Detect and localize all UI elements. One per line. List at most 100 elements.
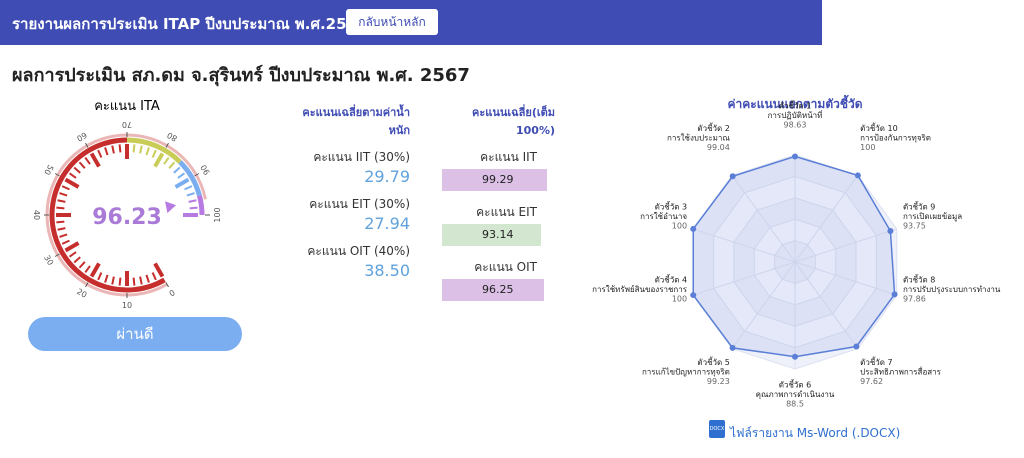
gauge-tick [194, 173, 200, 177]
gauge-tick-label: 10 [122, 301, 132, 310]
gauge-pointer [165, 201, 177, 214]
radar-desc: การป้องกันการทุจริต [860, 133, 931, 142]
gauge-minor-tick [73, 256, 81, 264]
gauge-minor-tick [111, 276, 115, 285]
radar-spoke [794, 228, 897, 263]
gauge-value: 96.23 [92, 205, 162, 230]
result-button[interactable] [28, 317, 242, 351]
full-bar [442, 224, 541, 246]
radar-value: 99.04 [707, 143, 730, 152]
radar-value: 97.62 [860, 377, 883, 386]
radar-name: ตัวชี้วัด 10 [860, 122, 898, 133]
radar-spoke [731, 261, 796, 349]
radar-point [729, 173, 736, 180]
gauge-minor-tick [189, 206, 198, 210]
gauge-minor-tick [73, 166, 81, 174]
gauge-tick-label: 60 [75, 130, 88, 143]
gauge-minor-tick [78, 261, 86, 269]
weighted-value: 27.94 [364, 214, 410, 233]
gauge-label: คะแนน ITA [94, 99, 160, 114]
gauge-tick-label: 50 [42, 163, 55, 176]
radar-point [887, 228, 894, 235]
gauge-minor-tick [68, 172, 77, 179]
gauge-minor-tick [139, 145, 143, 154]
radar-title: ค่าคะแนนแยกตามตัวชี้วัด [727, 94, 862, 111]
radar-name: ตัวชี้วัด 3 [655, 201, 687, 212]
radar-area [692, 155, 896, 358]
gauge-minor-tick [97, 149, 103, 158]
gauge-tick [85, 142, 89, 148]
gauge-minor-tick [84, 265, 91, 274]
gauge-minor-tick [151, 272, 157, 281]
gauge-tick-label: 30 [42, 254, 55, 267]
radar-point [690, 225, 697, 232]
radar-point [729, 344, 736, 351]
radar-value: 100 [672, 294, 687, 303]
download-link[interactable]: ไฟล์รายงาน Ms-Word (.DOCX) [730, 426, 901, 440]
radar-point [854, 172, 861, 179]
gauge-tick [54, 173, 60, 177]
gauge-band [126, 137, 182, 164]
gauge-minor-tick [118, 144, 122, 153]
gauge-tick [165, 282, 169, 288]
radar-desc: การแก้ไขปัญหาการทุจริต [642, 368, 730, 377]
gauge-minor-tick [89, 262, 101, 278]
radar-spoke [794, 175, 859, 263]
gauge-minor-tick [59, 192, 68, 197]
gauge-tick-label: 90 [199, 163, 212, 176]
full-value: 93.14 [482, 228, 514, 241]
gauge-minor-tick [163, 156, 170, 165]
gauge-minor-tick [56, 220, 65, 224]
gauge-minor-tick [61, 185, 70, 191]
radar-value: 99.23 [707, 377, 730, 386]
radar-desc: การใช้งบประมาณ [667, 133, 730, 142]
radar-spoke [731, 175, 796, 263]
radar-desc: การเปิดเผยข้อมูล [903, 212, 962, 222]
gauge-minor-tick [153, 262, 165, 278]
gauge-value-arc [45, 133, 207, 297]
full-bar-track: 99.29 [442, 169, 548, 191]
gauge-tick [165, 142, 169, 148]
full-label: คะแนน IIT [480, 150, 537, 164]
radar-spoke [693, 261, 796, 296]
gauge-minor-tick [57, 227, 66, 231]
gauge-minor-tick [68, 251, 77, 258]
radar-chart: ค่าคะแนนแยกตามตัวชี้วัดตัวชี้วัด 1การปฏิ… [592, 94, 1001, 409]
weighted-label: คะแนน OIT (40%) [307, 244, 410, 258]
back-button[interactable]: กลับหน้าหลัก [346, 9, 438, 35]
full-bar-track: 96.25 [442, 279, 548, 301]
radar-spoke [794, 261, 859, 349]
radar-value: 97.86 [903, 294, 926, 303]
radar-name: ตัวชี้วัด 2 [697, 122, 729, 133]
docx-icon[interactable]: DOCX [709, 420, 725, 438]
full-bar-track: 93.14 [442, 224, 548, 246]
radar-spoke [693, 228, 796, 263]
radar-value: 98.63 [784, 120, 807, 129]
gauge-minor-tick [89, 152, 101, 168]
gauge-minor-tick [145, 147, 150, 156]
full-value: 96.25 [482, 283, 514, 296]
full-column: คะแนนเฉลี่ย(เต็ม 100%) คะแนน IIT 99.29 คะแน… [440, 104, 555, 313]
radar-name: ตัวชี้วัด 5 [697, 356, 729, 367]
gauge-tick-label: 40 [32, 210, 41, 220]
result-text: ผ่านดี [116, 325, 153, 343]
page-title: ผลการประเมิน สภ.ดม จ.สุรินทร์ ปีงบประมาณ… [12, 65, 470, 86]
gauge-minor-tick [61, 239, 70, 245]
gauge-band [49, 137, 166, 293]
gauge-minor-tick [64, 241, 80, 253]
gauge-minor-tick [97, 272, 103, 281]
full-bar [442, 279, 545, 301]
radar-desc: การใช้อำนาจ [640, 212, 687, 221]
radar-value: 100 [860, 143, 875, 152]
radar-point [853, 343, 860, 350]
radar-point [792, 353, 798, 360]
weighted-value: 29.79 [364, 167, 410, 186]
gauge-minor-tick [104, 147, 109, 156]
gauge-minor-tick [174, 177, 190, 189]
gauge-tick-label: 20 [75, 287, 88, 300]
gauge-minor-tick [145, 274, 150, 283]
radar-point [690, 292, 697, 299]
gauge-minor-tick [132, 144, 136, 153]
weighted-label: คะแนน IIT (30%) [313, 150, 410, 164]
